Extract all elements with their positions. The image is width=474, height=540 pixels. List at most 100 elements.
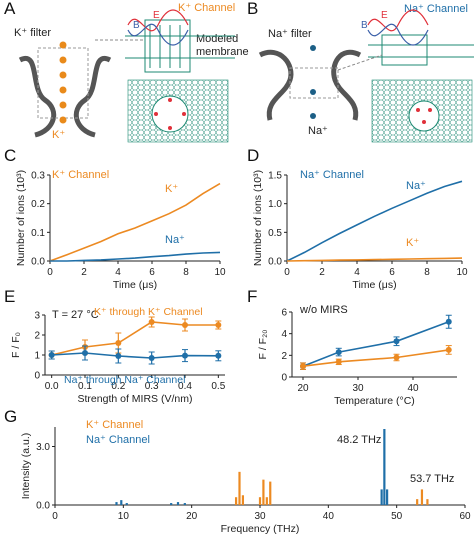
chart-c-y-label: Number of ions (10³) — [15, 170, 27, 266]
chart-d-x-tick-label: 6 — [389, 267, 395, 278]
chart-e-x-tick-label: 0.3 — [145, 381, 159, 392]
chart-f-y-tick-label: 6 — [281, 308, 287, 319]
chart-d-x-tick-label: 4 — [354, 267, 360, 278]
k-channel-illustration — [18, 9, 235, 143]
chart-f-y-tick-label: 2 — [281, 351, 287, 362]
panel-letter-f: F — [247, 287, 258, 306]
chart-d-legend-title: Na⁺ Channel — [300, 169, 364, 181]
chart-g-x-label: Frequency (THz) — [221, 523, 300, 535]
chart-f-y-tick-label: 0 — [281, 373, 287, 384]
chart-c-series-na-label: Na⁺ — [165, 234, 185, 246]
chart-e-series-line — [51, 352, 219, 359]
chart-e-point — [148, 355, 155, 361]
chart-d-y-tick-label: 0.5 — [268, 228, 282, 239]
chart-g-x-tick-label: 30 — [254, 511, 266, 522]
chart-f-x-tick-label: 40 — [407, 383, 419, 394]
chart-f-annotation: w/o MIRS — [300, 304, 348, 316]
chart-g-x-tick-label: 10 — [118, 511, 130, 522]
chart-e-x-tick-label: 0.2 — [111, 381, 125, 392]
chart-e-point — [182, 352, 188, 359]
chart-d-series-line — [286, 257, 463, 262]
panel-letter-a: A — [4, 0, 16, 18]
chart-c-series-k-label: K⁺ — [165, 183, 179, 195]
chart-d-series-line — [286, 180, 463, 262]
chart-e-annotation: T = 27 °C — [52, 309, 99, 321]
chart-e-y-tick-label: 0 — [34, 371, 40, 382]
chart-e-point — [115, 353, 122, 359]
membrane-label-2: membrane — [196, 46, 249, 58]
chart-c-x-tick-label: 6 — [149, 267, 155, 278]
panel-letter-c: C — [4, 146, 17, 165]
chart-e-point — [215, 352, 222, 359]
chart-f-point — [445, 346, 452, 353]
chart-g-y-tick-label: 3.0 — [36, 442, 50, 453]
chart-e: 0.0 0.1 0.2 0.3 0.4 0.5 0 1 2 3 Strength of MIRS (… — [10, 311, 226, 406]
chart-e-x-tick-label: 0.5 — [211, 381, 225, 392]
wave-label-b-b: B — [361, 20, 368, 31]
k-channel-label: K⁺ Channel — [178, 2, 236, 14]
chart-c-x-tick-label: 0 — [47, 267, 53, 278]
chart-f-point — [393, 338, 400, 345]
chart-e-series-line — [51, 321, 219, 356]
chart-f-y-tick-label: 4 — [281, 329, 287, 340]
chart-d-y-tick-label: 1.5 — [268, 171, 282, 182]
chart-e-y-tick-label: 1 — [34, 351, 40, 362]
chart-e-y-tick-label: 3 — [34, 311, 40, 322]
chart-d-x-tick-label: 2 — [319, 267, 325, 278]
chart-e-x-tick-label: 0.4 — [178, 381, 192, 392]
chart-d-x-tick-label: 0 — [284, 267, 290, 278]
chart-e-point — [82, 350, 88, 356]
chart-f: 20 30 40 0 2 4 6 Temperature (°C) F / F₂₀ — [257, 308, 457, 407]
na-filter-label: Na⁺ filter — [268, 28, 312, 40]
chart-d-series-k-label: K⁺ — [406, 237, 420, 249]
chart-f-x-tick-label: 20 — [297, 383, 309, 394]
chart-d-y-tick-label: 0.0 — [268, 257, 282, 268]
chart-d-series-na-label: Na⁺ — [406, 180, 426, 192]
chart-g-legend-k: K⁺ Channel — [86, 419, 144, 431]
wave-label-e-a: E — [153, 10, 160, 21]
chart-f-series-line — [302, 349, 449, 367]
chart-f-point — [393, 354, 400, 361]
k-ion-label: K⁺ — [52, 129, 66, 141]
chart-c-x-tick-label: 4 — [115, 267, 121, 278]
chart-e-point — [115, 340, 122, 346]
chart-c-y-tick-label: 0.1 — [31, 228, 45, 239]
chart-g-legend-na: Na⁺ Channel — [86, 434, 150, 446]
chart-g-peak-label-1: 48.2 THz — [337, 434, 382, 446]
chart-g-x-tick-label: 40 — [323, 511, 335, 522]
chart-c-series-line — [49, 182, 221, 262]
na-channel-illustration — [258, 9, 474, 143]
chart-c-y-tick-label: 0.2 — [31, 199, 45, 210]
chart-g-x-tick-label: 50 — [391, 511, 403, 522]
chart-c-y-tick-label: 0.0 — [31, 257, 45, 268]
chart-d-x-tick-label: 10 — [456, 267, 468, 278]
chart-f-x-tick-label: 30 — [352, 383, 364, 394]
panel-letter-b: B — [247, 0, 259, 18]
chart-d-x-label: Time (μs) — [352, 279, 396, 291]
chart-g-x-tick-label: 60 — [459, 511, 471, 522]
chart-g-y-label: Intensity (a.u.) — [20, 433, 32, 500]
chart-f-point — [335, 349, 342, 356]
chart-e-x-tick-label: 0.0 — [45, 381, 59, 392]
chart-f-x-label: Temperature (°C) — [334, 395, 415, 407]
chart-f-point — [300, 363, 306, 370]
chart-e-point — [215, 322, 222, 328]
k-filter-label: K⁺ filter — [14, 27, 51, 39]
chart-g-y-tick-label: 0.0 — [36, 501, 50, 512]
chart-d-x-tick-label: 8 — [424, 267, 430, 278]
chart-c-x-label: Time (μs) — [113, 279, 157, 291]
chart-e-y-label: F / F₀ — [10, 332, 22, 358]
chart-c-x-tick-label: 2 — [81, 267, 87, 278]
chart-c: 0 2 4 6 8 10 0.0 0.1 0.2 0.3 Time (μs) Number of io… — [15, 170, 226, 291]
chart-f-y-label: F / F₂₀ — [257, 329, 269, 359]
chart-e-x-label: Strength of MIRS (V/nm) — [78, 393, 193, 405]
chart-c-y-tick-label: 0.3 — [31, 171, 45, 182]
chart-d-y-tick-label: 1.0 — [268, 199, 282, 210]
chart-g-x-tick-label: 20 — [186, 511, 198, 522]
chart-c-legend-title: K⁺ Channel — [52, 169, 110, 181]
panel-letter-g: G — [4, 407, 18, 426]
chart-e-x-tick-label: 0.1 — [78, 381, 92, 392]
chart-e-point — [182, 322, 188, 328]
chart-c-x-tick-label: 8 — [183, 267, 189, 278]
chart-g-peak-label-2: 53.7 THz — [410, 473, 455, 485]
